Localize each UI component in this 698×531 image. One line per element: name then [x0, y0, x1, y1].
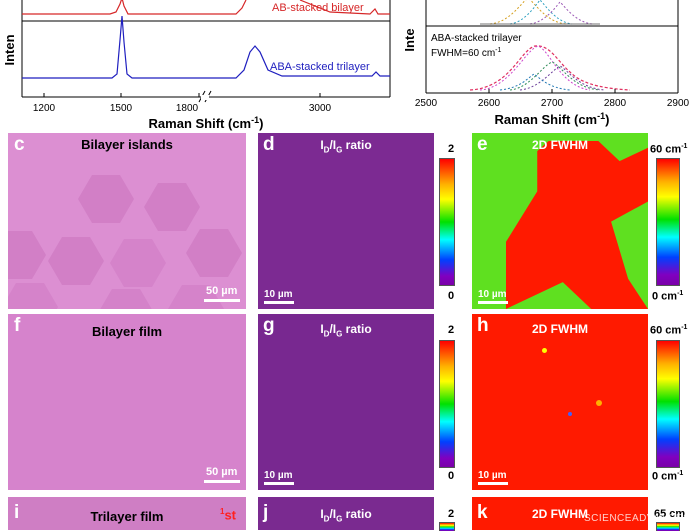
panel-d-colorbar-min: 0: [448, 290, 455, 302]
bilayer-spectrum-curve: [22, 0, 390, 15]
optical-image-bilayer-islands: c Bilayer islands 50 µm: [8, 133, 246, 309]
panel-j-title: ID/IG ratio: [320, 507, 372, 524]
panel-b-tick-2500: 2500: [415, 98, 438, 109]
panel-g-colorbar: [439, 340, 455, 468]
panel-d-title: ID/IG ratio: [320, 138, 372, 155]
panel-e-title: 2D FWHM: [532, 138, 588, 152]
panel-letter-i: i: [14, 502, 20, 523]
panel-g-scale-label: 10 µm: [264, 470, 293, 481]
panel-g-title: ID/IG ratio: [320, 322, 372, 339]
panel-letter-k: k: [477, 502, 488, 523]
panel-a-tick-1500: 1500: [110, 103, 133, 114]
optical-image-bilayer-film: f Bilayer film 50 µm: [8, 314, 246, 490]
panel-k-colorbar-max: 65 cm: [654, 508, 686, 520]
panel-c-scale-label: 50 µm: [206, 285, 238, 297]
ratio-map-bilayer-islands: d ID/IG ratio 10 µm: [258, 133, 434, 309]
fwhm-map-trilayer-film: k 2D FWHM: [472, 497, 648, 530]
peak-fitting-panel-b: 2500 2600 2700 2800 2900 Raman Shift (cm…: [402, 0, 690, 127]
panel-h-scale-label: 10 µm: [478, 470, 507, 481]
panel-d-colorbar: [439, 158, 455, 286]
panel-h-colorbar-max: 60 cm-1: [650, 324, 688, 337]
panel-letter-j: j: [263, 502, 269, 523]
panel-e-colorbar: [656, 158, 680, 286]
panel-b-tick-2900: 2900: [667, 98, 690, 109]
panel-letter-h: h: [477, 315, 489, 336]
ratio-map-trilayer-film: j ID/IG ratio: [258, 497, 434, 530]
watermark-text: SCIENCEADVANCES: [584, 513, 691, 524]
panel-j-colorbar: [439, 522, 455, 531]
panel-b-tick-2600: 2600: [478, 98, 501, 109]
panel-e-scale-bar: [478, 301, 508, 304]
panel-letter-e: e: [477, 134, 488, 155]
panel-letter-c: c: [14, 134, 25, 155]
panel-i-layer-marker: 1st: [220, 507, 237, 523]
panel-b-y-axis-label: Inte: [402, 28, 417, 51]
panel-j-colorbar-max: 2: [448, 508, 455, 520]
panel-letter-f: f: [14, 315, 21, 336]
panel-d-scale-bar: [264, 301, 294, 304]
panel-c-scale-bar: [204, 299, 240, 302]
panel-g-scale-bar: [264, 482, 294, 485]
panel-e-scale-label: 10 µm: [478, 289, 507, 300]
panel-h-scale-bar: [478, 482, 508, 485]
panel-i-title: Trilayer film: [90, 509, 164, 524]
panel-d-colorbar-max: 2: [448, 143, 455, 155]
fwhm-map-bilayer-film: h 2D FWHM 10 µm: [472, 314, 648, 490]
panel-c-title: Bilayer islands: [81, 137, 173, 152]
panel-f-title: Bilayer film: [91, 324, 163, 339]
panel-f-scale-bar: [204, 480, 240, 483]
panel-a-tick-1200: 1200: [33, 103, 56, 114]
trilayer-fit-envelope: [469, 45, 631, 91]
panel-b-annotation-line1: ABA-stacked trilayer: [431, 33, 522, 44]
optical-image-trilayer-film: i Trilayer film 1st: [8, 497, 246, 530]
panel-e-colorbar-max: 60 cm-1: [650, 143, 688, 156]
panel-k-colorbar: [656, 522, 680, 531]
panel-f-scale-label: 50 µm: [206, 466, 238, 478]
panel-a-x-axis-label: Raman Shift (cm-1): [149, 115, 264, 131]
panel-b-annotation-line2: FWHM=60 cm-1: [431, 47, 502, 59]
panel-b-x-axis-label: Raman Shift (cm-1): [495, 111, 610, 127]
panel-h-colorbar: [656, 340, 680, 468]
panel-letter-g: g: [263, 315, 275, 336]
fwhm-map-bilayer-islands: e 2D FWHM 10 µm: [472, 133, 648, 309]
panel-a-y-axis-label: Inten: [2, 34, 17, 65]
trilayer-curve-label: ABA-stacked trilayer: [270, 61, 370, 73]
ratio-map-bilayer-film: g ID/IG ratio 10 µm: [258, 314, 434, 490]
panel-a-tick-3000: 3000: [309, 103, 332, 114]
panel-e-colorbar-min: 0 cm-1: [652, 290, 684, 303]
panel-b-tick-2800: 2800: [604, 98, 627, 109]
panel-h-title: 2D FWHM: [532, 322, 588, 336]
panel-d-scale-label: 10 µm: [264, 289, 293, 300]
trilayer-spectrum-curve: [22, 15, 390, 79]
panel-a-tick-1800: 1800: [176, 103, 199, 114]
panel-letter-d: d: [263, 134, 275, 155]
panel-h-colorbar-min: 0 cm-1: [652, 470, 684, 483]
raman-spectra-panel-a: 1200 1500 1800 3000 Raman Shift (cm-1) I…: [2, 0, 391, 131]
bilayer-curve-label: AB-stacked bilayer: [272, 2, 364, 14]
panel-g-colorbar-max: 2: [448, 324, 455, 336]
panel-g-colorbar-min: 0: [448, 470, 455, 482]
panel-b-tick-2700: 2700: [541, 98, 564, 109]
panel-k-title: 2D FWHM: [532, 507, 588, 521]
